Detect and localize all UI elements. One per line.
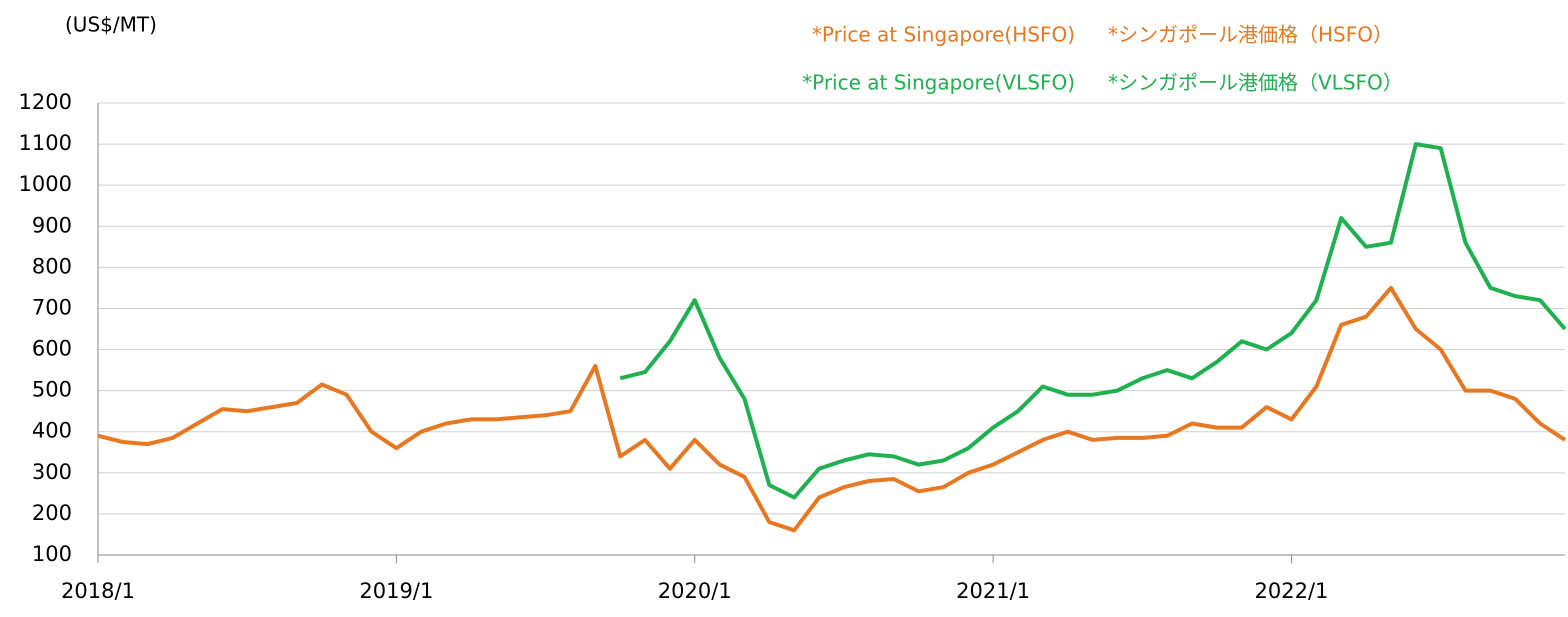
y-tick-label: 900 — [32, 213, 72, 237]
y-tick-label: 400 — [32, 419, 72, 443]
x-tick-label: 2022/1 — [1255, 579, 1329, 603]
y-tick-label: 1000 — [19, 172, 72, 196]
y-tick-label: 1200 — [19, 90, 72, 114]
y-axis-label: (US$/MT) — [65, 13, 157, 37]
y-tick-label: 600 — [32, 337, 72, 361]
series-line — [619, 142, 1567, 500]
series-line — [97, 285, 1567, 533]
legend-label: *Price at Singapore(VLSFO) — [802, 71, 1075, 95]
y-tick-label: 1100 — [19, 131, 72, 155]
legend-label-ja: *シンガポール港価格（VLSFO） — [1108, 71, 1403, 95]
x-tick-label: 2018/1 — [61, 579, 135, 603]
y-tick-label: 800 — [32, 254, 72, 278]
y-tick-label: 500 — [32, 378, 72, 402]
y-tick-label: 200 — [32, 501, 72, 525]
x-tick-label: 2019/1 — [359, 579, 433, 603]
y-tick-label: 100 — [32, 542, 72, 566]
x-tick-label: 2021/1 — [956, 579, 1030, 603]
y-tick-label: 700 — [32, 295, 72, 319]
legend-label: *Price at Singapore(HSFO) — [812, 23, 1075, 47]
y-tick-label: 300 — [32, 460, 72, 484]
x-tick-label: 2020/1 — [658, 579, 732, 603]
legend-label-ja: *シンガポール港価格（HSFO） — [1108, 23, 1393, 47]
